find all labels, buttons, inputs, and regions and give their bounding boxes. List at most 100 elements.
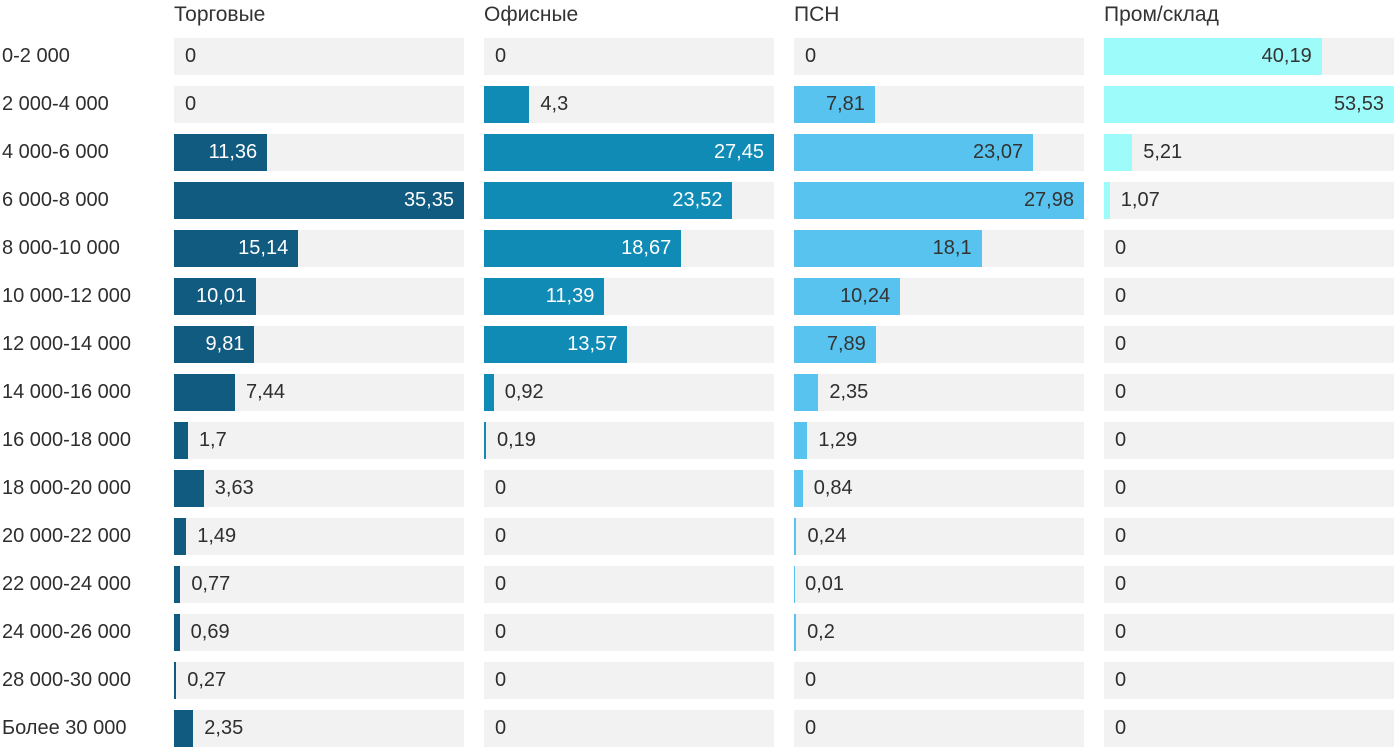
row-label: 2 000-4 000	[2, 93, 109, 115]
bar-value-label: 0	[805, 669, 817, 691]
bar-segment[interactable]	[794, 374, 819, 411]
bar-value-label: 7,44	[246, 381, 285, 403]
bar-value-label: 0	[805, 45, 817, 67]
bar-value-label: 0	[495, 477, 507, 499]
bar-value-label: 11,39	[545, 285, 595, 307]
bar-segment[interactable]	[174, 422, 188, 459]
bar-value-label: 13,57	[567, 333, 618, 355]
bar-value-label: 27,45	[713, 141, 764, 163]
bar-value-label: 7,89	[826, 333, 866, 355]
row-label: 20 000-22 000	[2, 525, 132, 547]
bar-segment[interactable]	[484, 86, 530, 123]
bar-segment[interactable]	[484, 422, 486, 459]
bar-value-label: 0	[185, 93, 197, 115]
bar-track: 0	[794, 710, 1084, 747]
bar-track: 15,14	[174, 230, 464, 267]
bar-segment[interactable]	[1104, 134, 1133, 171]
bar-track: 0	[794, 38, 1084, 75]
bar-value-label: 27,98	[1023, 189, 1074, 211]
bar-value-label: 18,67	[621, 237, 672, 259]
bar-value-label: 23,52	[672, 189, 723, 211]
bar-track: 0	[484, 662, 774, 699]
bar-segment[interactable]: 7,81	[794, 86, 875, 123]
bar-track: 0	[1104, 422, 1394, 459]
bar-track: 1,7	[174, 422, 464, 459]
bar-value-label: 0	[1115, 429, 1127, 451]
bar-segment[interactable]	[174, 566, 181, 603]
bar-segment[interactable]: 18,67	[484, 230, 682, 267]
bar-segment[interactable]	[174, 518, 187, 555]
bar-value-label: 0,77	[191, 573, 231, 595]
bar-segment[interactable]: 18,1	[794, 230, 982, 267]
bar-segment[interactable]: 27,45	[484, 134, 774, 171]
bar-segment[interactable]: 9,81	[174, 326, 255, 363]
bar-segment[interactable]	[794, 422, 808, 459]
bar-value-label: 0	[495, 669, 507, 691]
row-label: 6 000-8 000	[2, 189, 109, 211]
bar-value-label: 0,01	[805, 573, 845, 595]
bar-track: 18,1	[794, 230, 1084, 267]
bar-value-label: 0	[1115, 525, 1127, 547]
bar-segment[interactable]: 11,36	[174, 134, 268, 171]
bar-segment[interactable]: 15,14	[174, 230, 299, 267]
bar-track: 10,24	[794, 278, 1084, 315]
bar-segment[interactable]: 23,07	[794, 134, 1034, 171]
bar-value-label: 0	[495, 573, 507, 595]
bar-segment[interactable]: 53,53	[1104, 86, 1394, 123]
bar-value-label: 10,01	[196, 285, 247, 307]
bar-track: 0	[484, 614, 774, 651]
row-label: 12 000-14 000	[2, 333, 132, 355]
bar-value-label: 2,35	[829, 381, 869, 403]
bar-track: 0	[484, 566, 774, 603]
bar-value-label: 0	[1115, 621, 1127, 643]
bar-value-label: 2,35	[204, 717, 244, 739]
bar-value-label: 10,24	[840, 285, 891, 307]
bar-segment[interactable]: 27,98	[794, 182, 1084, 219]
bar-value-label: 15,14	[238, 237, 289, 259]
row-label: Более 30 000	[2, 717, 127, 739]
bar-segment[interactable]	[484, 374, 494, 411]
bar-track: 1,29	[794, 422, 1084, 459]
row-label: 8 000-10 000	[2, 237, 120, 259]
bar-value-label: 0	[495, 45, 507, 67]
bar-segment[interactable]: 35,35	[174, 182, 464, 219]
bar-segment[interactable]: 13,57	[484, 326, 628, 363]
bar-track: 0,2	[794, 614, 1084, 651]
bar-segment[interactable]	[174, 374, 236, 411]
bar-segment[interactable]	[174, 662, 177, 699]
bar-value-label: 1,49	[197, 525, 237, 547]
bar-track: 0	[1104, 566, 1394, 603]
bar-value-label: 0,24	[807, 525, 847, 547]
bar-track: 0,24	[794, 518, 1084, 555]
column-header-1: Торговые	[174, 3, 266, 26]
bar-value-label: 0	[1115, 717, 1127, 739]
row-label: 0-2 000	[2, 45, 70, 67]
bar-track: 0,84	[794, 470, 1084, 507]
bar-track: 0	[174, 86, 464, 123]
bar-value-label: 40,19	[1261, 45, 1312, 67]
bar-track: 7,81	[794, 86, 1084, 123]
bar-segment[interactable]: 10,24	[794, 278, 901, 315]
bar-segment[interactable]: 23,52	[484, 182, 733, 219]
bar-segment[interactable]	[174, 470, 204, 507]
bar-segment[interactable]	[794, 518, 797, 555]
bar-value-label: 4,3	[540, 93, 569, 115]
bar-segment[interactable]	[174, 614, 180, 651]
bar-segment[interactable]: 11,39	[484, 278, 605, 315]
row-label: 14 000-16 000	[2, 381, 132, 403]
column-header-4: Пром/склад	[1104, 3, 1219, 26]
bar-segment[interactable]	[174, 710, 194, 747]
bar-track: 23,07	[794, 134, 1084, 171]
bar-track: 0,69	[174, 614, 464, 651]
bar-segment[interactable]: 10,01	[174, 278, 257, 315]
bar-segment[interactable]	[794, 614, 797, 651]
bar-track: 0	[1104, 230, 1394, 267]
bar-track: 0	[1104, 278, 1394, 315]
bar-value-label: 23,07	[973, 141, 1024, 163]
bar-value-label: 0	[805, 717, 817, 739]
bar-segment[interactable]: 40,19	[1104, 38, 1322, 75]
bar-value-label: 1,29	[818, 429, 858, 451]
bar-segment[interactable]	[794, 470, 803, 507]
bar-segment[interactable]	[1104, 182, 1110, 219]
bar-segment[interactable]: 7,89	[794, 326, 876, 363]
